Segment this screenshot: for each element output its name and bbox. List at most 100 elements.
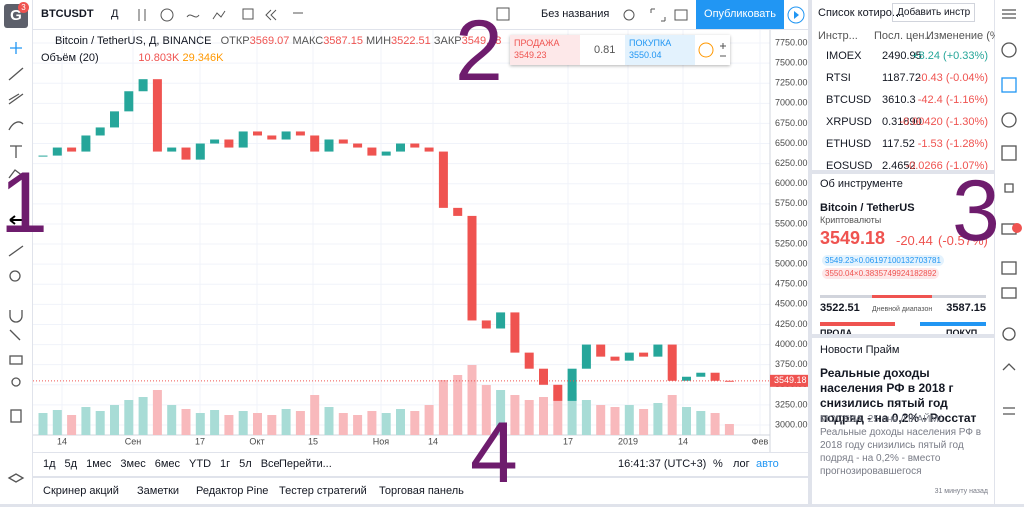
publish-button[interactable]: Опубликовать — [696, 0, 784, 29]
volume-bar — [710, 413, 720, 435]
volume-bar — [124, 400, 134, 435]
bottom-tab[interactable]: Редактор Pine — [196, 485, 269, 497]
row-symbol[interactable]: RTSI — [826, 72, 851, 84]
x-tick-label: 14 — [57, 436, 67, 446]
candle — [81, 135, 91, 152]
volume-bar — [610, 407, 620, 435]
column-header: Инстр... — [818, 30, 858, 42]
row-symbol[interactable]: EOSUSD — [826, 160, 873, 172]
y-tick-label: 5500.00 — [775, 218, 808, 228]
auto-toggle[interactable]: авто — [756, 458, 779, 470]
row-symbol[interactable]: IMOEX — [826, 50, 862, 62]
range-button[interactable]: 3мес — [120, 458, 146, 470]
sell-button[interactable]: ПРОДАЖА 3549.23 — [510, 35, 580, 65]
play-button[interactable] — [786, 5, 806, 25]
bottom-tab[interactable]: Торговая панель — [379, 485, 464, 497]
chart: 3000.003250.003500.003750.004000.004250.… — [33, 30, 808, 452]
range-button[interactable]: 5д — [64, 458, 78, 470]
range-button[interactable]: 6мес — [154, 458, 181, 470]
bottom-tab[interactable]: Тестер стратегий — [279, 485, 367, 497]
volume-bar — [324, 407, 334, 435]
tool-icons — [7, 42, 25, 483]
add-symbol[interactable]: Добавить инстр — [892, 3, 976, 22]
goto[interactable]: Перейти... — [279, 458, 332, 470]
row-change: -1.53 (-1.28%) — [917, 138, 988, 150]
candle — [281, 131, 291, 140]
row-last: 2490.95 — [882, 50, 922, 62]
candle — [453, 207, 463, 216]
volume-bar — [696, 411, 706, 435]
interval[interactable]: Д — [111, 8, 119, 20]
buy-label: ПОКУПКА — [629, 38, 672, 48]
buy-short: ПОКУП — [946, 328, 978, 334]
annotation-number: 4 — [470, 405, 518, 501]
candle — [510, 312, 520, 353]
symbol[interactable]: BTCUSDT — [41, 8, 94, 20]
row-change: -0.43 (-0.04%) — [917, 72, 988, 84]
row-symbol[interactable]: BTCUSD — [826, 94, 872, 106]
bid: 3549.23×0.06197100132703781 — [822, 255, 944, 266]
candle — [324, 139, 334, 152]
x-tick-label: Сен — [125, 436, 142, 446]
x-tick-label: 2019 — [618, 436, 638, 446]
bottom-tab[interactable]: Скринер акций — [43, 485, 119, 497]
details-change: -20.44 — [896, 233, 933, 248]
volume: 10.803K — [138, 52, 180, 64]
row-symbol[interactable]: ETHUSD — [826, 138, 872, 150]
buy-button[interactable]: ПОКУПКА 3550.04 — [625, 35, 695, 65]
range-button[interactable]: Все — [260, 458, 280, 470]
right-icons — [1001, 9, 1022, 415]
volume-bar — [224, 415, 234, 435]
range-bar-fill — [872, 295, 932, 298]
volume-bar — [481, 385, 491, 435]
volume-bar — [510, 395, 520, 435]
range-button[interactable]: 1д — [43, 458, 56, 470]
details-category: Криптовалюты — [820, 215, 882, 225]
watchlist-title[interactable]: Список котиро... — [818, 7, 902, 19]
volume-bar — [581, 400, 591, 435]
candle — [710, 372, 720, 381]
divider — [812, 334, 994, 338]
volume-bar — [210, 410, 220, 435]
candle — [553, 384, 563, 401]
candle — [667, 344, 677, 381]
candle — [653, 344, 663, 357]
y-tick-label: 4000.00 — [775, 339, 808, 349]
volume-bar — [167, 405, 177, 435]
volume-bar — [567, 393, 577, 435]
checkbox[interactable] — [495, 6, 513, 22]
row-last: 3610.3 — [882, 94, 916, 106]
volume-bar — [496, 390, 506, 435]
candle — [38, 155, 48, 157]
x-tick-label: Фев — [752, 436, 769, 446]
clock: 16:41:37 (UTC+3) — [618, 458, 707, 470]
y-tick-label: 4500.00 — [775, 299, 808, 309]
range-button[interactable]: YTD — [189, 458, 212, 470]
row-change: -0.00420 (-1.30%) — [899, 116, 988, 128]
volume-bar — [653, 403, 663, 435]
volume-bar — [38, 413, 48, 435]
range-low: 3522.51 — [820, 302, 860, 314]
range-button[interactable]: 5л — [239, 458, 252, 470]
candle — [295, 131, 305, 136]
annotation-number: 2 — [455, 3, 503, 99]
percent-toggle[interactable]: % — [713, 458, 723, 470]
layout-name[interactable]: Без названия — [541, 8, 610, 20]
candle — [596, 344, 606, 357]
bottom-tab[interactable]: Заметки — [137, 485, 180, 497]
volume-bar — [424, 405, 434, 435]
y-tick-label: 3000.00 — [775, 419, 808, 429]
candle — [438, 151, 448, 208]
volume-bar — [138, 397, 148, 435]
volume-bar — [596, 405, 606, 435]
y-tick-label: 3250.00 — [775, 399, 808, 409]
range-button[interactable]: 1г — [220, 458, 231, 470]
y-tick-label: 6500.00 — [775, 138, 808, 148]
row-symbol[interactable]: XRPUSD — [826, 116, 872, 128]
range-button[interactable]: 1мес — [86, 458, 112, 470]
row-change: -42.4 (-1.16%) — [917, 94, 988, 106]
candle — [124, 91, 134, 112]
log-toggle[interactable]: лог — [733, 458, 750, 470]
volume-bar — [152, 390, 162, 435]
volume-bar — [95, 411, 105, 435]
